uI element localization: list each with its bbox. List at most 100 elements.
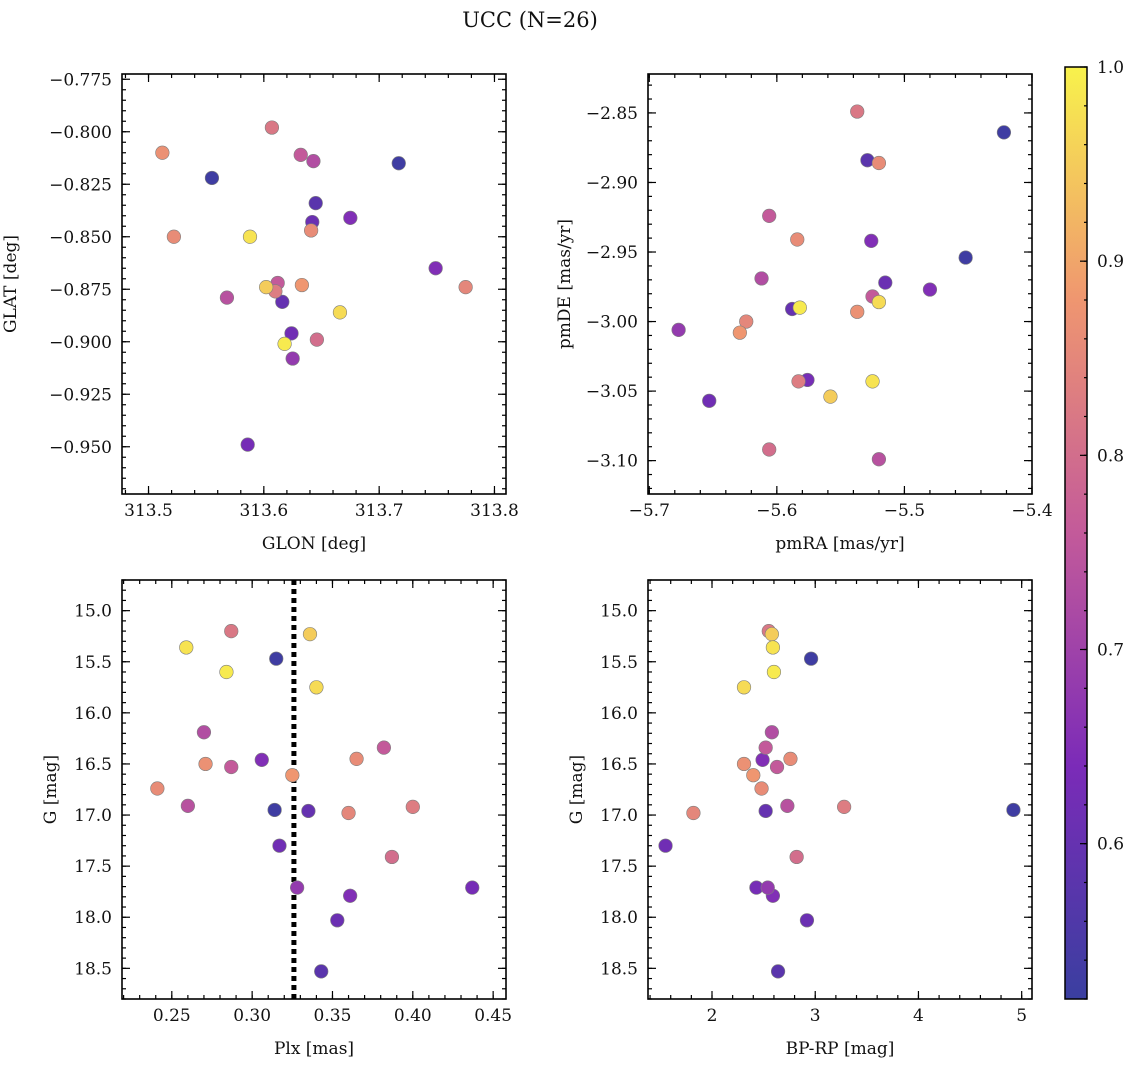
data-point [285, 768, 300, 783]
plot-frame [121, 73, 507, 495]
data-point [308, 196, 323, 211]
x-axis-label: GLON [deg] [262, 534, 366, 554]
data-point [789, 849, 804, 865]
data-point [790, 232, 805, 247]
y-axis-label: GLAT [deg] [1, 235, 21, 333]
data-point [686, 805, 701, 821]
data-point [760, 880, 775, 895]
y-tick-label: 17.5 [600, 857, 638, 877]
data-point [294, 277, 309, 293]
data-point [309, 332, 324, 347]
data-point [871, 155, 887, 171]
data-point [376, 740, 391, 755]
data-point [290, 880, 305, 895]
plot-frame [121, 579, 507, 1000]
panels: 313.5 313.6 313.7 313.8 −0.775 −0.800 −0.825 −0… [1, 70, 1053, 1059]
data-point [264, 120, 280, 135]
data-point [865, 374, 880, 389]
x-tick-label: −5.7 [629, 501, 670, 521]
data-point [219, 290, 235, 305]
data-point [758, 740, 773, 755]
data-point [341, 805, 356, 821]
panel-plx-g: 0.25 0.30 0.35 0.40 0.45 15.0 15.5 16.0 16.5 17.0… [41, 579, 512, 1059]
data-point [150, 781, 165, 796]
data-point [349, 751, 364, 766]
data-point [269, 651, 284, 666]
data-point [242, 229, 258, 244]
y-tick-label: −0.875 [49, 280, 112, 300]
data-point [293, 147, 308, 162]
data-point [275, 294, 290, 309]
data-point [871, 452, 887, 467]
plot-frame [647, 73, 1033, 495]
y-tick-label: 15.0 [600, 602, 638, 622]
data-point [465, 880, 480, 895]
data-point [180, 798, 195, 813]
y-tick-label: 17.5 [74, 857, 112, 877]
data-point [762, 208, 777, 223]
data-point [224, 759, 239, 775]
data-point [762, 442, 777, 457]
y-tick-label: −3.00 [586, 313, 638, 333]
x-tick-label: −5.4 [1011, 501, 1052, 521]
data-point [922, 282, 938, 297]
data-point [878, 275, 893, 290]
x-tick-label: 0.40 [394, 1006, 432, 1026]
colorbar-tick-label: 0.9 [1097, 252, 1124, 272]
x-tick-label: 4 [913, 1006, 924, 1026]
y-tick-label: 16.5 [74, 755, 112, 775]
data-point [764, 627, 779, 642]
y-tick-label: −2.90 [586, 173, 638, 193]
x-tick-label: −5.6 [756, 501, 797, 521]
panel-cmd: 2 3 4 5 15.0 15.5 16.0 16.5 17.0 17.5 18.0 18.5 BP-R… [567, 579, 1033, 1059]
x-tick-label: 313.7 [355, 501, 404, 521]
y-tick-label: 17.0 [74, 806, 112, 826]
data-point [196, 725, 212, 740]
data-point [754, 271, 769, 286]
x-tick-label: 0.30 [233, 1006, 271, 1026]
data-point [428, 261, 443, 276]
data-point [780, 798, 795, 813]
data-point [803, 651, 819, 666]
data-point [791, 374, 806, 389]
data-point [764, 725, 779, 740]
data-point [736, 756, 752, 772]
y-axis-label: pmDE [mas/yr] [555, 219, 575, 349]
data-point [405, 799, 420, 814]
colorbar-gradient [1064, 66, 1088, 1000]
data-point [755, 752, 770, 767]
data-point [204, 170, 220, 186]
data-point [671, 322, 686, 337]
data-point [314, 964, 329, 979]
data-point [702, 393, 717, 408]
y-tick-label: 16.0 [600, 704, 638, 724]
data-point [739, 314, 754, 329]
y-tick-label: 15.0 [74, 602, 112, 622]
x-tick-label: 313.5 [124, 501, 173, 521]
figure-title: UCC (N=26) [462, 8, 598, 32]
data-point [864, 233, 879, 248]
x-tick-label: 0.35 [314, 1006, 352, 1026]
data-point [837, 799, 852, 814]
data-point [766, 664, 782, 680]
data-point [769, 759, 785, 775]
data-point [658, 838, 673, 853]
y-tick-label: −0.900 [49, 333, 112, 353]
data-point [850, 304, 865, 319]
data-point [198, 756, 213, 772]
data-point [765, 640, 781, 655]
data-point [259, 280, 274, 295]
y-tick-label: 18.5 [600, 959, 638, 979]
data-point [343, 210, 358, 225]
data-point [823, 389, 838, 404]
x-tick-label: 313.6 [240, 501, 289, 521]
data-point [302, 627, 318, 642]
x-tick-label: 5 [1016, 1006, 1027, 1026]
data-point [343, 888, 358, 903]
colorbar-tick-label: 0.8 [1097, 446, 1124, 466]
colorbar-tick-label: 0.7 [1097, 641, 1124, 661]
y-tick-label: −2.95 [586, 243, 638, 263]
y-tick-label: 18.5 [74, 959, 112, 979]
data-point [330, 913, 345, 928]
data-point [155, 145, 170, 160]
